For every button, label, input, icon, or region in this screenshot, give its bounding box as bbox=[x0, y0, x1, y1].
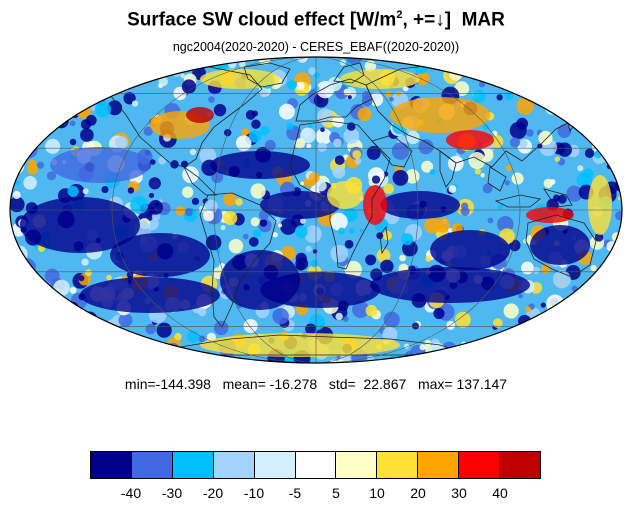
colorbar-tick-label: -30 bbox=[161, 485, 183, 501]
colorbar-box bbox=[418, 452, 460, 478]
colorbar-tick-label: 10 bbox=[369, 485, 385, 501]
colorbar-box bbox=[500, 452, 540, 478]
statistics-line: min=-144.398 mean= -16.278 std= 22.867 m… bbox=[124, 376, 508, 392]
coastlines bbox=[109, 62, 597, 356]
colorbar-box bbox=[295, 452, 337, 478]
title-main: Surface SW cloud effect [W/m bbox=[127, 9, 397, 31]
colorbar-tick-label: 40 bbox=[492, 485, 508, 501]
colorbar-tick-label: -10 bbox=[243, 485, 265, 501]
globe-outline bbox=[9, 56, 623, 364]
title-superscript: 2 bbox=[396, 9, 403, 21]
colorbar-box bbox=[377, 452, 419, 478]
plot-title: Surface SW cloud effect [W/m2, +=↓] MAR bbox=[0, 9, 632, 31]
colorbar-box bbox=[91, 452, 132, 478]
mollweide-map bbox=[9, 56, 623, 364]
graticule bbox=[10, 57, 622, 363]
colorbar-tick-label: 20 bbox=[410, 485, 426, 501]
colorbar-tick-label: 5 bbox=[332, 485, 340, 501]
colorbar-box bbox=[131, 452, 173, 478]
colorbar-tick-label: -5 bbox=[288, 485, 302, 501]
colorbar-tick-label: -20 bbox=[202, 485, 224, 501]
colorbar-tick-label: -40 bbox=[120, 485, 142, 501]
colorbar bbox=[90, 451, 541, 479]
title-sign-convention: , +=↓] bbox=[402, 9, 452, 31]
map-field bbox=[10, 57, 622, 363]
colorbar-box bbox=[336, 452, 378, 478]
colorbar-tick-label: 30 bbox=[451, 485, 467, 501]
colorbar-labels: -40 -30 -20 -10 -5 5 10 20 30 40 bbox=[90, 485, 541, 503]
colorbar-box bbox=[459, 452, 501, 478]
field-patches bbox=[10, 57, 622, 363]
colorbar-box bbox=[254, 452, 296, 478]
plot-subtitle: ngc2004(2020-2020) - CERES_EBAF((2020-20… bbox=[172, 40, 460, 54]
title-month: MAR bbox=[461, 9, 505, 31]
colorbar-box bbox=[172, 452, 214, 478]
colorbar-box bbox=[213, 452, 255, 478]
